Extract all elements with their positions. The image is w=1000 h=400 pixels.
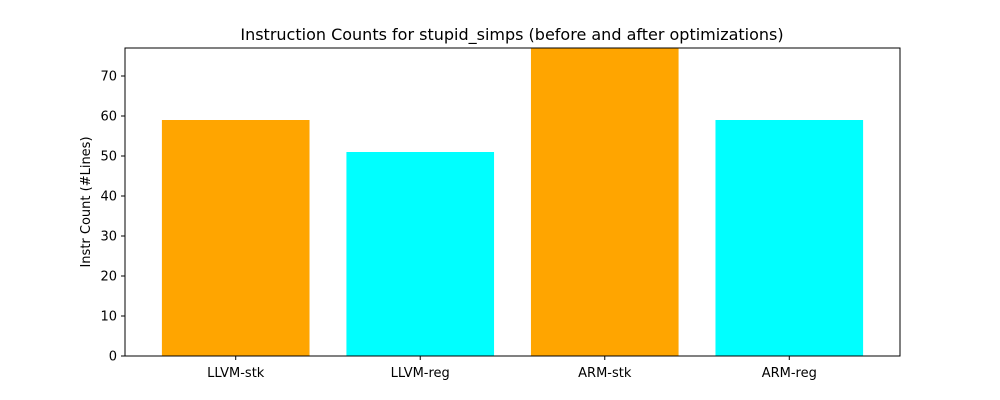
y-tick-label: 0 — [109, 350, 117, 365]
y-tick-label: 30 — [100, 230, 117, 245]
y-tick-label: 70 — [100, 70, 117, 85]
bars-group — [161, 48, 864, 356]
y-tick-label: 60 — [100, 110, 117, 125]
y-axis-title: Instr Count (#Lines) — [79, 136, 94, 267]
y-axis: 0 10 20 30 40 50 60 70 — [100, 70, 125, 365]
bar-arm-stk — [530, 48, 679, 356]
plot-frame — [124, 47, 901, 357]
y-tick-label: 20 — [100, 270, 117, 285]
y-tick-label: 50 — [100, 150, 117, 165]
bar-llvm-stk — [161, 120, 310, 356]
bar-llvm-reg — [346, 152, 495, 356]
chart-title: Instruction Counts for stupid_simps (bef… — [240, 25, 783, 45]
x-tick-label: ARM-stk — [578, 366, 632, 381]
x-tick-label: ARM-reg — [762, 366, 817, 381]
x-axis: LLVM-stk LLVM-reg ARM-stk ARM-reg — [207, 356, 817, 381]
y-tick-label: 40 — [100, 190, 117, 205]
bar-arm-reg — [715, 120, 864, 356]
y-tick-label: 10 — [100, 310, 117, 325]
x-tick-label: LLVM-stk — [207, 366, 265, 381]
x-tick-label: LLVM-reg — [391, 366, 450, 381]
